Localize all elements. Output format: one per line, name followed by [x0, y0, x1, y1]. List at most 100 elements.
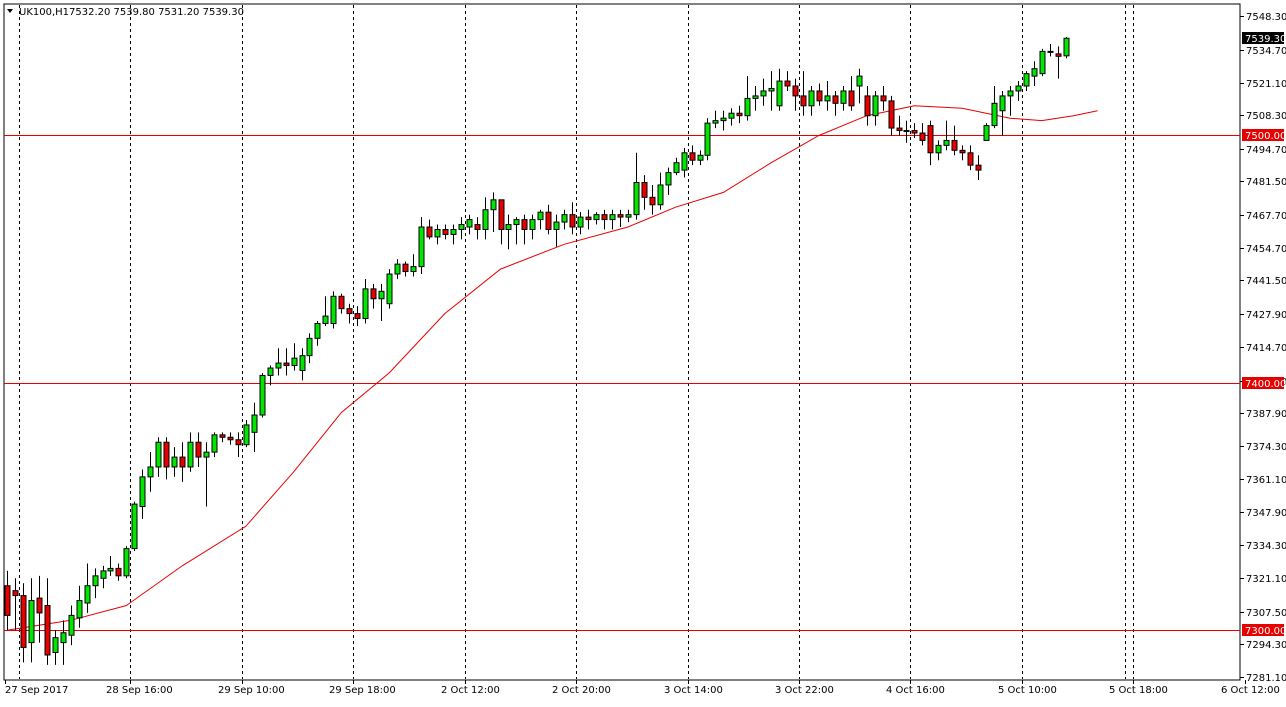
candle[interactable] — [4, 570, 11, 631]
candle[interactable] — [561, 209, 568, 230]
candle[interactable] — [314, 321, 321, 346]
candle[interactable] — [856, 68, 863, 104]
candle[interactable] — [832, 90, 839, 116]
candle[interactable] — [744, 76, 751, 121]
candle[interactable] — [800, 71, 807, 116]
candle[interactable] — [251, 402, 258, 453]
candle[interactable] — [665, 167, 672, 195]
candle[interactable] — [299, 348, 306, 381]
candle[interactable] — [943, 120, 950, 151]
candle[interactable] — [179, 442, 186, 482]
candle[interactable] — [625, 209, 632, 223]
candle[interactable] — [999, 90, 1006, 136]
candle[interactable] — [593, 212, 600, 225]
candle[interactable] — [259, 372, 266, 418]
candle[interactable] — [840, 86, 847, 111]
candle[interactable] — [84, 563, 91, 613]
candle[interactable] — [1015, 81, 1022, 101]
candle[interactable] — [354, 306, 361, 326]
candle[interactable] — [697, 150, 704, 166]
candle[interactable] — [291, 343, 298, 371]
candle[interactable] — [219, 432, 226, 443]
candle[interactable] — [689, 145, 696, 166]
candle[interactable] — [1007, 86, 1014, 116]
candle[interactable] — [100, 565, 107, 589]
candle[interactable] — [442, 224, 449, 240]
candle[interactable] — [474, 217, 481, 240]
candle[interactable] — [147, 452, 154, 492]
candle[interactable] — [736, 105, 743, 124]
candle[interactable] — [641, 175, 648, 210]
candle[interactable] — [402, 261, 409, 277]
candle[interactable] — [537, 209, 544, 230]
candle[interactable] — [673, 157, 680, 176]
candle[interactable] — [967, 145, 974, 171]
candle[interactable] — [275, 348, 282, 376]
candle[interactable] — [545, 204, 552, 235]
candle[interactable] — [816, 83, 823, 106]
candle[interactable] — [306, 333, 313, 364]
candle[interactable] — [60, 620, 67, 665]
candle[interactable] — [712, 110, 719, 129]
candle[interactable] — [513, 217, 520, 245]
candle[interactable] — [776, 68, 783, 111]
candle[interactable] — [163, 437, 170, 480]
candle[interactable] — [330, 291, 337, 329]
candle[interactable] — [880, 86, 887, 111]
candle[interactable] — [235, 432, 242, 458]
candle[interactable] — [529, 214, 536, 240]
candle[interactable] — [434, 224, 441, 245]
candle[interactable] — [935, 140, 942, 161]
moving-average-line[interactable] — [6, 105, 1098, 631]
candle[interactable] — [211, 432, 218, 458]
candle[interactable] — [12, 578, 19, 631]
candle[interactable] — [1023, 71, 1030, 91]
candle[interactable] — [991, 86, 998, 129]
candle[interactable] — [919, 123, 926, 146]
candle[interactable] — [1031, 61, 1038, 87]
candle[interactable] — [44, 578, 51, 665]
candle[interactable] — [983, 123, 990, 141]
candle[interactable] — [768, 71, 775, 111]
candle[interactable] — [903, 120, 910, 143]
candle[interactable] — [888, 95, 895, 136]
candle[interactable] — [466, 214, 473, 235]
candle[interactable] — [20, 583, 27, 663]
candle[interactable] — [490, 192, 497, 232]
candle[interactable] — [498, 199, 505, 245]
candle[interactable] — [1039, 48, 1046, 77]
candle[interactable] — [338, 293, 345, 314]
candle[interactable] — [585, 209, 592, 230]
candle[interactable] — [927, 120, 934, 166]
candle[interactable] — [959, 145, 966, 161]
candle[interactable] — [808, 86, 815, 116]
candle[interactable] — [784, 71, 791, 91]
candle[interactable] — [577, 212, 584, 235]
candle[interactable] — [195, 432, 202, 467]
candle[interactable] — [848, 76, 855, 111]
candle[interactable] — [267, 365, 274, 386]
candle[interactable] — [728, 108, 735, 126]
candle[interactable] — [123, 546, 130, 579]
candle[interactable] — [362, 278, 369, 324]
candle[interactable] — [609, 209, 616, 230]
candle[interactable] — [370, 283, 377, 309]
candle[interactable] — [92, 568, 99, 599]
candle[interactable] — [704, 118, 711, 161]
candle[interactable] — [505, 214, 512, 250]
candle[interactable] — [911, 123, 918, 138]
candle[interactable] — [752, 86, 759, 111]
candle[interactable] — [553, 214, 560, 247]
dropdown-triangle-icon[interactable] — [7, 9, 13, 13]
candle[interactable] — [720, 110, 727, 131]
candle[interactable] — [203, 442, 210, 507]
candle[interactable] — [617, 209, 624, 228]
candle[interactable] — [346, 303, 353, 324]
candle[interactable] — [760, 78, 767, 106]
candle[interactable] — [76, 585, 83, 628]
candle[interactable] — [1063, 37, 1070, 59]
candle[interactable] — [155, 437, 162, 477]
candle[interactable] — [872, 90, 879, 126]
